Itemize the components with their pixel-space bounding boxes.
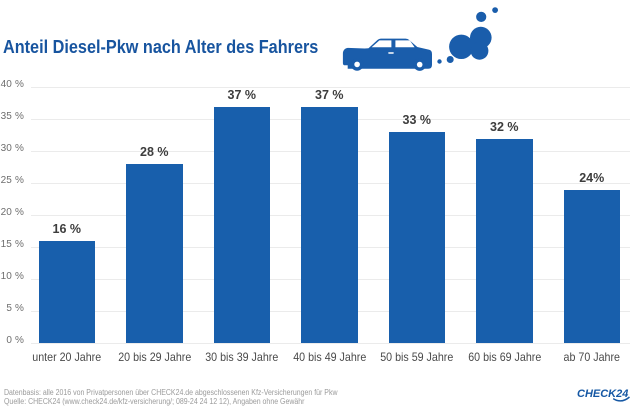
source-footnote: Datenbasis: alle 2016 von Privatpersonen… [4, 388, 337, 407]
exhaust-clouds-shape [437, 7, 498, 64]
y-axis-tick-label: 30 % [0, 142, 24, 154]
y-axis-tick-label: 10 % [0, 270, 24, 282]
chart-title: Anteil Diesel-Pkw nach Alter des Fahrers [2, 35, 318, 57]
x-axis-category-label: 50 bis 59 Jahre [380, 350, 454, 365]
bar [301, 106, 358, 344]
y-axis-tick-label: 0 % [6, 334, 24, 346]
bar-value-label: 28 % [140, 145, 169, 160]
bar-value-label: 24% [579, 170, 605, 185]
check24-logo-swoosh [612, 396, 630, 402]
car-exhaust-icon [342, 7, 498, 71]
y-axis-tick-label: 25 % [0, 174, 24, 186]
x-axis-category-label: ab 70 Jahre [563, 350, 620, 365]
bar [38, 241, 95, 344]
x-axis-category-label: 30 bis 39 Jahre [205, 350, 279, 365]
x-axis-category-label: 20 bis 29 Jahre [117, 350, 191, 365]
gridline [30, 343, 630, 344]
y-axis-tick-label: 35 % [0, 110, 24, 122]
x-axis-category-label: unter 20 Jahre [32, 350, 102, 365]
check24-logo: CHECK24 [576, 388, 630, 406]
y-axis-tick-label: 40 % [0, 78, 24, 90]
footnote-line-quelle: Quelle: CHECK24 (www.check24.de/kfz-vers… [3, 397, 305, 407]
bar [476, 138, 533, 344]
check24-logo-text: CHECK24 [577, 387, 629, 400]
bar [126, 164, 183, 344]
car-icon-shape [342, 38, 432, 71]
y-axis-tick-label: 15 % [0, 238, 24, 250]
y-axis-tick-label: 5 % [6, 302, 24, 314]
bar-value-label: 33 % [402, 113, 432, 128]
y-axis-tick-label: 20 % [0, 206, 24, 218]
x-axis-category-label: 60 bis 69 Jahre [467, 350, 541, 365]
bar-value-label: 16 % [52, 222, 82, 237]
bar [213, 106, 270, 344]
bar [388, 132, 445, 344]
bar [563, 189, 620, 344]
bar-value-label: 37 % [315, 87, 344, 102]
bar-value-label: 37 % [227, 87, 257, 102]
footnote-line-databasis: Datenbasis: alle 2016 von Privatpersonen… [3, 387, 338, 397]
x-axis-category-label: 40 bis 49 Jahre [292, 350, 366, 365]
bar-value-label: 32 % [490, 119, 519, 134]
gridline [30, 87, 630, 88]
